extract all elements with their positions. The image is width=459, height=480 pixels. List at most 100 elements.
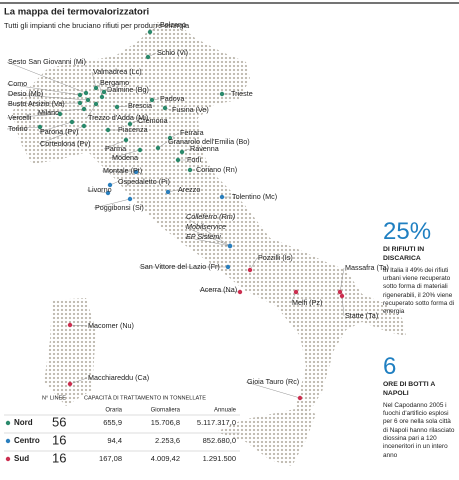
- plant-dot: [167, 135, 173, 141]
- place-label: Melfi (Pz): [292, 298, 322, 307]
- place-label: Corteolona (Pv): [40, 139, 90, 148]
- sicily: [216, 408, 316, 466]
- leader-line: [6, 113, 61, 119]
- stat-text: Nel Capodanno 2005 i fuochi d'artificio …: [383, 401, 455, 459]
- place-label: Schio (Vi): [157, 48, 188, 57]
- capacity-value: 94,4: [107, 436, 122, 445]
- capacity-value: 15.706,8: [151, 418, 180, 427]
- leader-line: [249, 257, 258, 271]
- place-label: Trieste: [231, 89, 253, 98]
- place-label: Forlì: [187, 155, 201, 164]
- leader-line: [38, 121, 73, 133]
- plant-dot: [114, 104, 120, 110]
- plant-dot: [179, 149, 185, 155]
- plant-dot: [149, 97, 155, 103]
- leader-line: [101, 170, 137, 173]
- place-label: Ospedaletto (Pi): [118, 177, 170, 186]
- plant-dot: [227, 243, 233, 249]
- place-label: Coriano (Rn): [196, 165, 237, 174]
- leader-line: [98, 82, 103, 98]
- plant-dot: [81, 106, 87, 112]
- stat-heading: DI RIFIUTI IN DISCARICA: [383, 246, 425, 262]
- place-label: Statte (Ta): [345, 311, 378, 320]
- place-label: Trezzo d'Adda (Mi): [88, 113, 148, 122]
- place-label: Granarolo dell'Emilia (Bo): [168, 137, 250, 146]
- legend-dot: [5, 438, 11, 444]
- leader-line: [341, 295, 345, 317]
- place-label: Piacenza: [118, 125, 148, 134]
- plant-dot: [225, 264, 231, 270]
- leader-line: [184, 226, 231, 247]
- title: La mappa dei termovalorizzatori: [4, 7, 149, 18]
- plant-dot: [99, 94, 105, 100]
- place-label: EP Sistemi: [186, 232, 221, 241]
- plant-dot: [155, 145, 161, 151]
- plant-dot: [162, 105, 168, 111]
- plant-dot: [297, 395, 303, 401]
- place-label: Sesto San Giovanni (Mi): [8, 57, 86, 66]
- plant-dot: [219, 91, 225, 97]
- place-label: Vercelli: [8, 113, 32, 122]
- capacity-value: 4.009,42: [151, 454, 180, 463]
- place-label: Busto Arsizio (Va): [8, 99, 65, 108]
- place-label: Pozzilli (Is): [258, 253, 293, 262]
- leader-line: [110, 149, 141, 159]
- column-header: Annuale: [214, 408, 237, 414]
- place-label: Arezzo: [178, 185, 200, 194]
- place-label: Tolentino (Mc): [232, 192, 277, 201]
- capacity-value: 655,9: [103, 418, 122, 427]
- plant-dot: [127, 196, 133, 202]
- place-label: Como: [8, 79, 27, 88]
- plant-dot: [175, 157, 181, 163]
- lines-header: N° LINEE: [42, 395, 66, 401]
- region-name: Sud: [14, 454, 29, 463]
- capacity-header: CAPACITÀ DI TRATTAMENTO IN TONNELLATE: [84, 394, 206, 401]
- place-label: Cremona: [138, 116, 168, 125]
- plant-dot: [93, 85, 99, 91]
- plant-dot: [133, 169, 139, 175]
- stat-text: In Italia il 49% dei rifiuti urbani vien…: [383, 266, 455, 316]
- leader-line: [86, 189, 109, 194]
- plant-dot: [293, 289, 299, 295]
- place-label: Macchiareddu (Ca): [88, 373, 149, 382]
- place-label: Colleferro (Rm): [186, 212, 235, 221]
- plant-dot: [57, 111, 63, 117]
- place-label: Massafra (Ta): [345, 263, 389, 272]
- plant-dot: [107, 182, 113, 188]
- plant-dot: [187, 167, 193, 173]
- place-label: Ferrara: [180, 128, 204, 137]
- plant-dot: [37, 124, 43, 130]
- plant-dot: [339, 293, 345, 299]
- plant-dot: [67, 322, 73, 328]
- italy-mainland: [12, 22, 406, 420]
- capacity-value: 1.291.500: [203, 454, 236, 463]
- place-label: Bergamo: [100, 78, 129, 87]
- lines-count: 56: [52, 414, 66, 429]
- place-label: Dalmine (Bg): [107, 85, 149, 94]
- stat-number: 25%: [383, 218, 432, 245]
- capacity-value: 167,08: [99, 454, 122, 463]
- leader-line: [184, 236, 231, 247]
- leader-line: [38, 125, 85, 145]
- place-label: Brescia: [128, 101, 152, 110]
- place-label: Montale (Pt): [103, 166, 142, 175]
- leader-line: [198, 289, 241, 293]
- plant-dot: [123, 137, 129, 143]
- leader-line: [86, 103, 97, 119]
- plant-dot: [337, 289, 343, 295]
- place-label: Poggibonsi (Si): [95, 203, 144, 212]
- place-label: Parona (Pv): [40, 127, 78, 136]
- place-label: Gioia Tauro (Rc): [247, 377, 299, 386]
- plant-dot: [81, 123, 87, 129]
- plant-dot: [145, 54, 151, 60]
- plant-dot: [165, 189, 171, 195]
- legend-dot: [5, 456, 11, 462]
- stat-heading: ORE DI BOTTI A NAPOLI: [383, 381, 435, 397]
- region-name: Centro: [14, 436, 40, 445]
- place-label: Parma: [105, 144, 126, 153]
- leader-line: [93, 198, 131, 209]
- stat-block: 25% DI RIFIUTI IN DISCARICA In Italia il…: [383, 220, 457, 317]
- plant-dot: [77, 92, 83, 98]
- plant-dot: [237, 289, 243, 295]
